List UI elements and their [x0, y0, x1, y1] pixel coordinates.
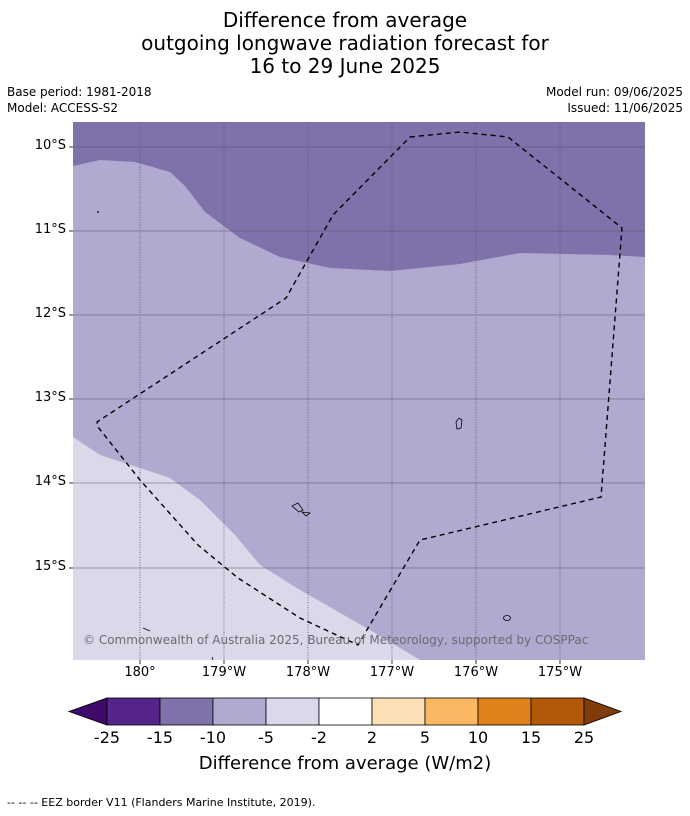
- island-outline: [503, 615, 511, 621]
- eez-border: [96, 131, 623, 646]
- lon-label: 176°W: [453, 665, 499, 680]
- lon-label: 178°W: [285, 665, 331, 680]
- colorbar-arrow-right: [583, 697, 623, 726]
- lat-label: 11°S: [34, 222, 66, 237]
- colorbar-segment: [212, 697, 267, 726]
- lat-label: 13°S: [34, 390, 66, 405]
- anomaly-band-light: [73, 437, 420, 660]
- island-outline: [291, 502, 304, 513]
- colorbar-tick-label: -25: [93, 728, 121, 747]
- island-outline: [455, 417, 463, 430]
- colorbar-tick-label: 2: [366, 728, 378, 747]
- colorbar-tick-label: -15: [146, 728, 174, 747]
- model-name: Model: ACCESS-S2: [7, 101, 119, 115]
- colorbar-segment: [530, 697, 585, 726]
- island-outline: [300, 511, 312, 517]
- colorbar-tick-label: -10: [199, 728, 227, 747]
- lon-label: 179°W: [201, 665, 247, 680]
- colorbar-segment: [477, 697, 532, 726]
- colorbar-tick-label: 10: [467, 728, 489, 747]
- island-outline: [211, 656, 214, 660]
- colorbar-label: Difference from average (W/m2): [198, 753, 492, 774]
- lon-label: 180°: [124, 665, 156, 680]
- colorbar-segment: [371, 697, 426, 726]
- lat-label: 14°S: [34, 474, 66, 489]
- colorbar-segment: [265, 697, 320, 726]
- map-plot-area: [73, 122, 645, 660]
- island-outline: [142, 627, 151, 632]
- latitude-lines: [73, 146, 645, 569]
- colorbar-segment: [318, 697, 373, 726]
- colorbar-tick-label: -5: [258, 728, 274, 747]
- model-run: Model run: 09/06/2025: [545, 85, 683, 99]
- title-line-3: 16 to 29 June 2025: [249, 54, 441, 78]
- lat-label: 12°S: [34, 306, 66, 321]
- colorbar-segment: [106, 697, 161, 726]
- lat-label: 15°S: [34, 559, 66, 574]
- lon-label: 175°W: [537, 665, 583, 680]
- copyright-notice: © Commonwealth of Australia 2025, Bureau…: [83, 633, 589, 647]
- anomaly-band-dark: [73, 122, 645, 271]
- eez-footnote: -- -- -- EEZ border V11 (Flanders Marine…: [7, 796, 316, 809]
- colorbar-tick-label: 15: [520, 728, 542, 747]
- colorbar-arrow-left: [67, 697, 108, 726]
- lon-label: 177°W: [369, 665, 415, 680]
- colorbar-segment: [424, 697, 479, 726]
- base-period: Base period: 1981-2018: [7, 85, 152, 99]
- colorbar-tick-label: 25: [573, 728, 595, 747]
- title-line-2: outgoing longwave radiation forecast for: [141, 31, 549, 55]
- colorbar-segment: [159, 697, 214, 726]
- graticule: [139, 122, 561, 660]
- axis-ticks: [69, 146, 561, 664]
- island-dot: [97, 211, 99, 213]
- issued-date: Issued: 11/06/2025: [567, 101, 683, 115]
- title-line-1: Difference from average: [222, 8, 468, 32]
- lat-label: 10°S: [34, 138, 66, 153]
- colorbar-tick-label: -2: [311, 728, 327, 747]
- colorbar: [67, 697, 623, 726]
- colorbar-tick-label: 5: [419, 728, 431, 747]
